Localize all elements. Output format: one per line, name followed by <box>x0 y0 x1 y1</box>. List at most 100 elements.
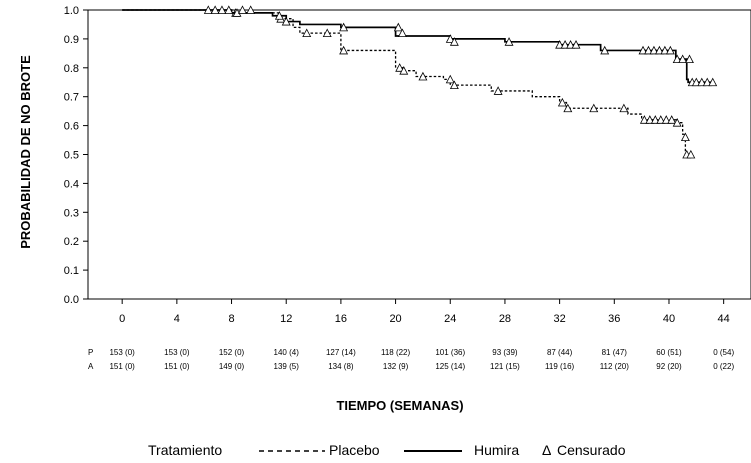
placebo-censored-marker <box>661 115 671 124</box>
at-risk-value: 81 (47) <box>602 348 628 357</box>
x-tick-label: 0 <box>119 313 125 325</box>
humira-censored-marker <box>691 77 701 87</box>
humira-censored-marker <box>397 28 407 38</box>
at-risk-value: 125 (14) <box>435 362 465 371</box>
at-risk-value: 149 (0) <box>219 362 245 371</box>
at-risk-value: 139 (5) <box>274 362 300 371</box>
x-tick-label: 12 <box>280 313 292 325</box>
humira-censored-marker <box>644 45 653 55</box>
placebo-censored-marker <box>686 149 696 159</box>
x-tick-label: 36 <box>608 313 620 325</box>
legend-humira-label: Humira <box>474 442 519 458</box>
at-risk-value: 87 (44) <box>547 348 573 357</box>
at-risk-row-label: P <box>88 348 93 357</box>
placebo-censored-marker <box>399 66 409 75</box>
at-risk-value: 0 (22) <box>713 362 734 371</box>
at-risk-value: 93 (39) <box>492 348 518 357</box>
x-tick-label: 44 <box>718 313 730 325</box>
y-tick-label: 0.7 <box>64 92 79 104</box>
humira-censored-marker <box>339 22 349 32</box>
x-tick-label: 8 <box>228 313 234 325</box>
humira-censored-marker <box>449 37 459 46</box>
humira-censored-marker <box>224 5 234 14</box>
humira-censored-marker <box>445 34 455 43</box>
humira-censored-marker <box>393 22 403 32</box>
humira-censored-marker <box>274 11 284 20</box>
humira-censored-marker <box>555 40 565 49</box>
y-tick-label: 0.1 <box>64 265 79 277</box>
x-tick-label: 4 <box>174 313 180 325</box>
placebo-censored-marker <box>557 97 567 107</box>
placebo-censored-marker <box>449 80 459 90</box>
humira-censored-marker <box>560 40 570 49</box>
placebo-censored-marker <box>667 115 677 124</box>
at-risk-row-label: A <box>88 362 94 371</box>
y-tick-label: 0.5 <box>64 150 79 162</box>
placebo-censored-marker <box>445 74 455 84</box>
x-tick-label: 32 <box>553 313 565 325</box>
at-risk-value: 0 (54) <box>713 348 734 357</box>
humira-series-line <box>122 9 715 84</box>
humira-censored-marker <box>246 5 256 14</box>
humira-censored-marker <box>600 45 610 55</box>
at-risk-value: 127 (14) <box>326 348 356 357</box>
humira-censored-marker <box>649 45 659 55</box>
legend-title: Tratamiento <box>148 442 222 458</box>
at-risk-value: 140 (4) <box>274 348 300 357</box>
placebo-censored-marker <box>639 115 649 124</box>
at-risk-value: 60 (51) <box>656 348 682 357</box>
at-risk-value: 119 (16) <box>545 362 575 371</box>
humira-censored-marker <box>708 77 718 87</box>
x-tick-label: 28 <box>499 313 511 325</box>
y-tick-label: 0.9 <box>64 34 79 46</box>
placebo-censored-marker <box>656 115 666 124</box>
at-risk-value: 92 (20) <box>656 362 682 371</box>
y-axis-title: PROBABILIDAD DE NO BROTE <box>18 55 33 249</box>
at-risk-value: 151 (0) <box>164 362 190 371</box>
humira-censored-marker <box>654 45 664 55</box>
placebo-censored-marker <box>395 63 405 72</box>
humira-censored-marker <box>702 77 712 87</box>
x-tick-label: 40 <box>663 313 675 325</box>
y-tick-label: 0.3 <box>64 207 79 219</box>
humira-censored-marker <box>238 5 247 14</box>
humira-censored-marker <box>697 77 707 87</box>
legend-censored-symbol-icon: Δ <box>542 442 551 458</box>
at-risk-value: 121 (15) <box>490 362 520 371</box>
placebo-censored-marker <box>339 45 349 55</box>
placebo-censored-marker <box>672 118 682 127</box>
legend-placebo-label: Placebo <box>329 442 380 458</box>
legend-censored-label: Censurado <box>557 442 626 458</box>
placebo-censored-marker <box>493 86 503 95</box>
humira-censored-marker <box>672 54 682 64</box>
humira-censored-marker <box>685 54 694 64</box>
humira-censored-marker <box>678 54 688 64</box>
y-tick-label: 0.0 <box>64 294 79 306</box>
humira-censored-marker <box>665 45 675 55</box>
placebo-censored-marker <box>619 103 629 113</box>
humira-censored-marker <box>638 45 648 55</box>
placebo-series-line <box>122 9 691 156</box>
humira-censored-marker <box>203 5 213 14</box>
at-risk-value: 152 (0) <box>219 348 245 357</box>
at-risk-value: 153 (0) <box>109 348 135 357</box>
at-risk-value: 118 (22) <box>381 348 411 357</box>
y-tick-label: 0.2 <box>64 236 79 248</box>
at-risk-value: 151 (0) <box>109 362 135 371</box>
humira-censored-marker <box>217 5 227 14</box>
placebo-censored-marker <box>302 28 312 38</box>
placebo-censored-marker <box>680 132 690 142</box>
placebo-censored-marker <box>589 103 599 113</box>
at-risk-value: 153 (0) <box>164 348 190 357</box>
placebo-censored-marker <box>322 28 332 38</box>
x-tick-label: 24 <box>444 313 456 325</box>
humira-censored-marker <box>281 16 291 26</box>
y-tick-label: 0.6 <box>64 121 79 133</box>
x-axis-title: TIEMPO (SEMANAS) <box>336 398 463 413</box>
at-risk-value: 112 (20) <box>600 362 630 371</box>
placebo-censored-marker <box>418 71 428 81</box>
humira-censored-marker <box>660 45 670 55</box>
humira-censored-marker <box>210 5 220 14</box>
y-tick-label: 1.0 <box>64 5 79 17</box>
